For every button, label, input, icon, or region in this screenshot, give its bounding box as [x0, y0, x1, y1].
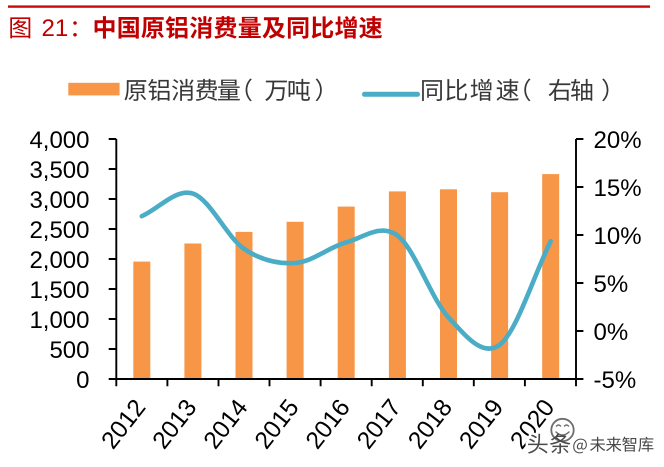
svg-text:500: 500 [49, 337, 89, 364]
svg-text:3,500: 3,500 [29, 157, 89, 184]
svg-text:21: 21 [42, 15, 69, 42]
svg-text:-5%: -5% [594, 367, 637, 394]
svg-text:4,000: 4,000 [29, 127, 89, 154]
svg-text:2,000: 2,000 [29, 247, 89, 274]
svg-text:3,000: 3,000 [29, 187, 89, 214]
svg-text:1,500: 1,500 [29, 277, 89, 304]
svg-text:10%: 10% [594, 223, 642, 250]
svg-text:1,000: 1,000 [29, 307, 89, 334]
svg-text:0%: 0% [594, 319, 629, 346]
svg-text:20%: 20% [594, 127, 642, 154]
svg-text:0: 0 [76, 367, 89, 394]
svg-text:15%: 15% [594, 175, 642, 202]
svg-text:2,500: 2,500 [29, 217, 89, 244]
svg-text:5%: 5% [594, 271, 629, 298]
